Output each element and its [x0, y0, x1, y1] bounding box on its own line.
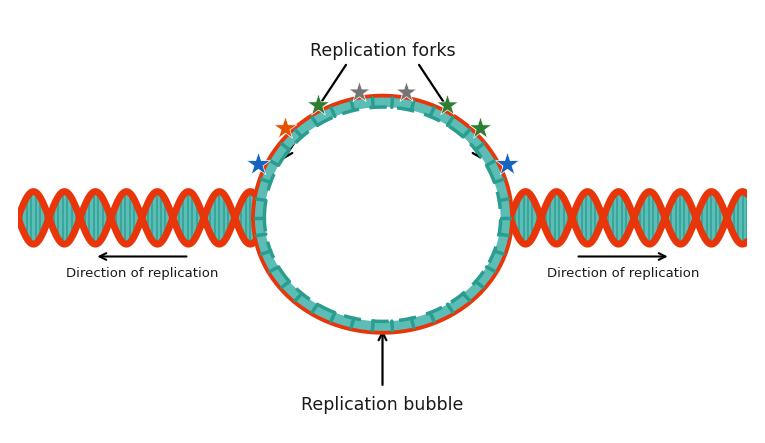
Polygon shape: [255, 97, 510, 331]
Point: [501, 160, 513, 167]
Text: Replication bubble: Replication bubble: [301, 396, 464, 415]
Point: [474, 124, 486, 131]
Point: [353, 89, 365, 96]
Point: [441, 101, 454, 109]
Point: [311, 101, 324, 109]
Point: [252, 160, 264, 167]
Text: Direction of replication: Direction of replication: [66, 267, 218, 280]
Text: Replication forks: Replication forks: [310, 42, 455, 60]
Point: [279, 124, 291, 131]
Text: Direction of replication: Direction of replication: [547, 267, 699, 280]
Point: [400, 89, 412, 96]
